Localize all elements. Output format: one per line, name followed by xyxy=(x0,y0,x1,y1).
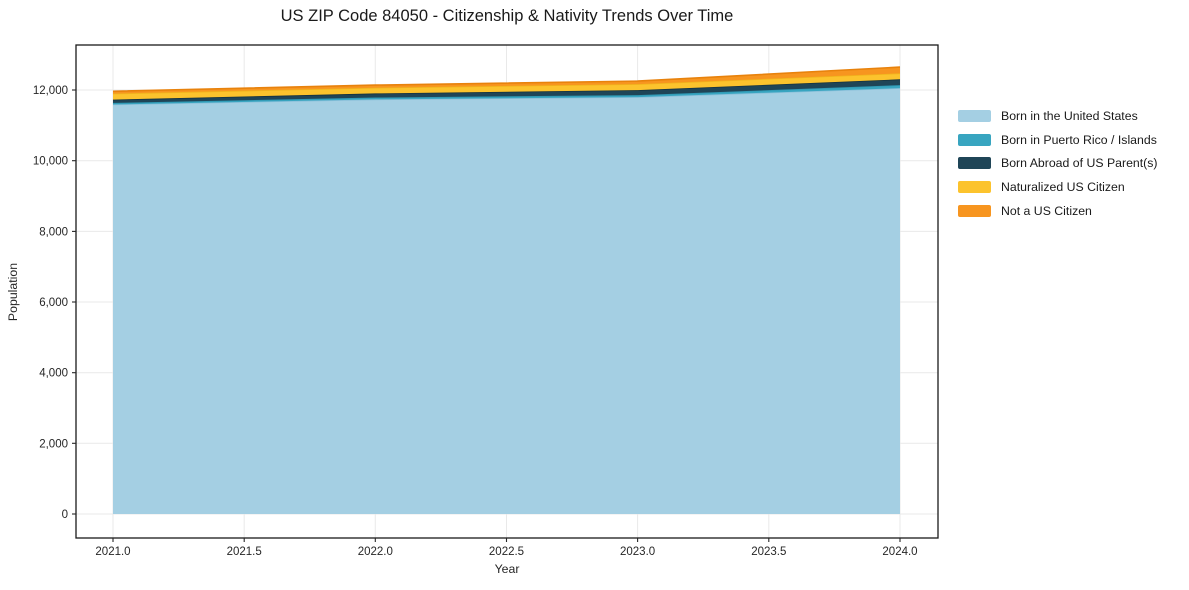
x-tick-label: 2023.5 xyxy=(751,546,786,558)
x-tick-label: 2024.0 xyxy=(882,546,917,558)
y-tick-label: 12,000 xyxy=(33,85,68,97)
area-series-2 xyxy=(113,79,900,103)
chart-title: US ZIP Code 84050 - Citizenship & Nativi… xyxy=(280,7,734,25)
legend-swatch xyxy=(958,157,991,170)
x-tick-label: 2022.0 xyxy=(358,546,393,558)
legend-label: Naturalized US Citizen xyxy=(1001,179,1125,194)
legend-swatch xyxy=(958,180,991,193)
legend-label: Born in the United States xyxy=(1001,108,1138,123)
legend-item: Born Abroad of US Parent(s) xyxy=(958,151,1158,175)
legend-swatch xyxy=(958,133,991,146)
x-axis-label: Year xyxy=(494,562,520,576)
area-series-4-edge xyxy=(112,66,901,93)
x-tick-label: 2023.0 xyxy=(620,546,655,558)
legend-swatch xyxy=(958,109,991,122)
legend-swatch xyxy=(958,204,991,217)
x-tick-label: 2021.0 xyxy=(95,546,130,558)
legend-label: Not a US Citizen xyxy=(1001,203,1092,218)
y-tick-label: 8,000 xyxy=(39,226,68,238)
legend-item: Born in Puerto Rico / Islands xyxy=(958,128,1158,152)
x-tick-label: 2022.5 xyxy=(489,546,524,558)
y-axis-label: Population xyxy=(6,262,20,322)
legend-label: Born Abroad of US Parent(s) xyxy=(1001,156,1158,171)
area-series-0 xyxy=(113,88,900,514)
legend-item: Naturalized US Citizen xyxy=(958,175,1158,199)
y-tick-label: 10,000 xyxy=(33,156,68,168)
y-tick-label: 2,000 xyxy=(39,438,68,450)
area-series-1 xyxy=(113,85,900,105)
legend-item: Born in the United States xyxy=(958,104,1158,128)
legend: Born in the United States Born in Puerto … xyxy=(958,104,1158,222)
y-tick-label: 0 xyxy=(62,509,68,521)
x-tick-label: 2021.5 xyxy=(227,546,262,558)
legend-label: Born in Puerto Rico / Islands xyxy=(1001,132,1157,147)
legend-item: Not a US Citizen xyxy=(958,199,1158,223)
y-tick-label: 4,000 xyxy=(39,368,68,380)
y-tick-label: 6,000 xyxy=(39,297,68,309)
